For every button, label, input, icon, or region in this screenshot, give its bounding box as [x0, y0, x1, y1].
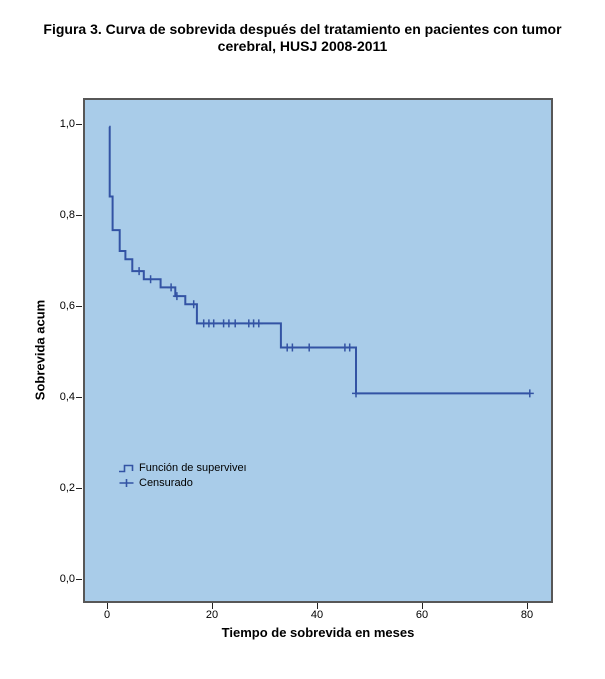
- y-tick-mark: [76, 215, 82, 216]
- figure-title: Figura 3. Curva de sobrevida después del…: [0, 21, 605, 55]
- step-line-icon: [119, 464, 134, 472]
- x-tick-mark: [212, 603, 213, 609]
- y-tick-label: 1,0: [59, 118, 75, 130]
- x-tick-label: 0: [103, 609, 111, 621]
- y-tick-label: 0,4: [59, 391, 75, 403]
- x-tick-mark: [527, 603, 528, 609]
- legend: Función de superviveı Censurado: [118, 460, 247, 490]
- x-tick-label: 20: [205, 609, 219, 621]
- x-axis-title: Tiempo de sobrevida en meses: [221, 625, 415, 640]
- legend-item-censored: Censurado: [118, 475, 247, 490]
- survival-curve-plot: [108, 125, 534, 398]
- y-axis-title: Sobrevida acum: [32, 299, 48, 401]
- plot-area: Función de superviveı Censurado: [83, 98, 553, 603]
- survival-step-curve: [108, 125, 530, 395]
- figure-title-line1: Figura 3. Curva de sobrevida después del…: [43, 21, 562, 37]
- x-tick-label: 60: [415, 609, 429, 621]
- y-tick-mark: [76, 306, 82, 307]
- y-tick-mark: [76, 579, 82, 580]
- legend-label-censored: Censurado: [139, 476, 193, 489]
- legend-item-survival: Función de superviveı: [118, 460, 247, 475]
- figure-title-line2: cerebral, HUSJ 2008-2011: [217, 38, 388, 54]
- y-tick-mark: [76, 488, 82, 489]
- x-tick-mark: [422, 603, 423, 609]
- x-tick-label: 80: [520, 609, 534, 621]
- legend-label-survival: Función de superviveı: [139, 461, 247, 474]
- plus-icon: [119, 478, 134, 487]
- y-tick-mark: [76, 124, 82, 125]
- y-tick-label: 0,6: [59, 300, 75, 312]
- y-tick-label: 0,2: [59, 482, 75, 494]
- x-tick-mark: [107, 603, 108, 609]
- x-tick-mark: [317, 603, 318, 609]
- x-tick-label: 40: [310, 609, 324, 621]
- y-tick-label: 0,8: [59, 209, 75, 221]
- y-tick-label: 0,0: [59, 573, 75, 585]
- censored-marks: [135, 267, 534, 398]
- y-tick-mark: [76, 397, 82, 398]
